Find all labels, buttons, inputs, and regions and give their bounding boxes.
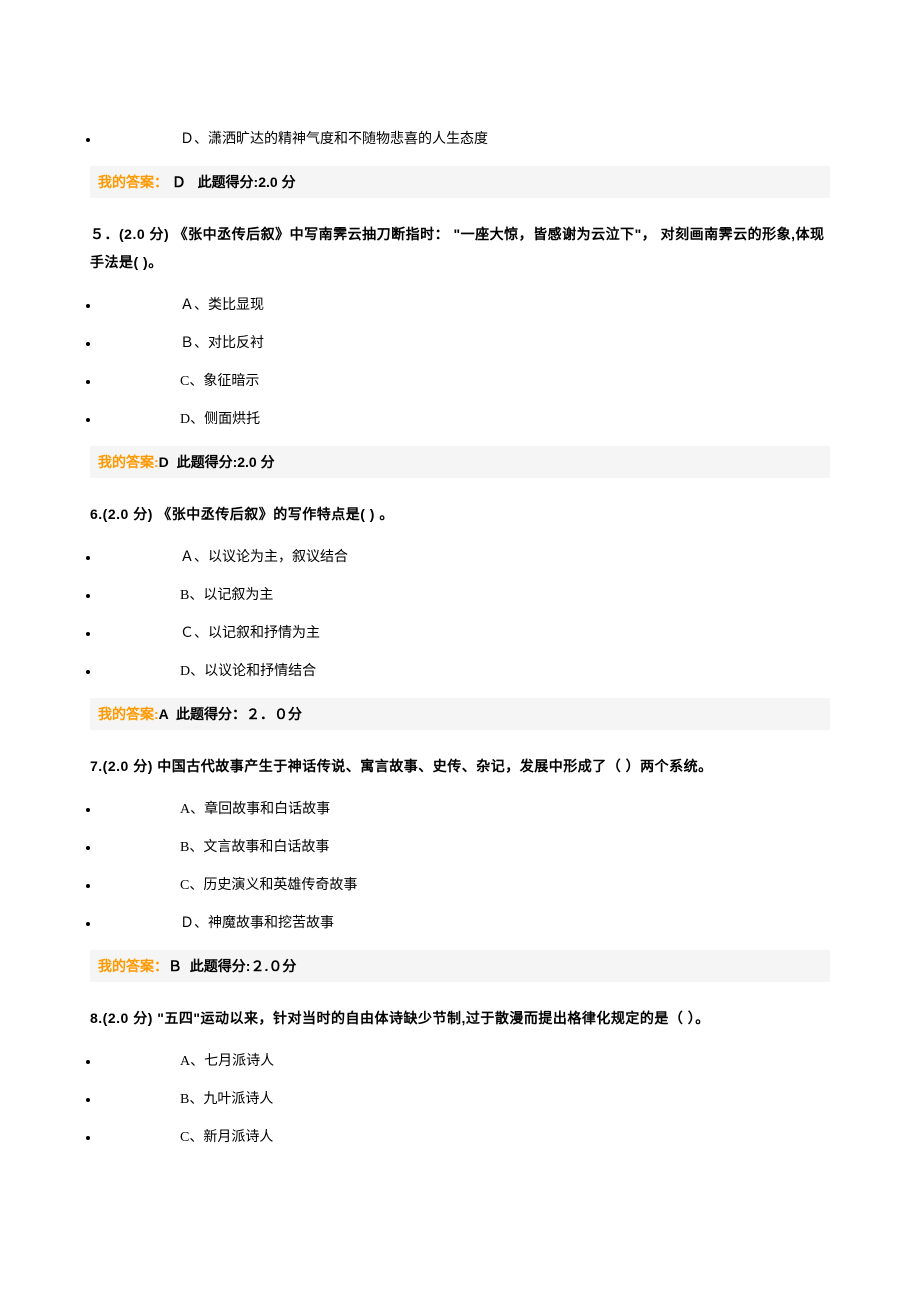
q7-option-list: A、章回故事和白话故事 B、文言故事和白话故事 C、历史演义和英雄传奇故事 Ｄ、… <box>90 798 830 932</box>
q5-option-b: Ｂ、对比反衬 <box>100 332 830 352</box>
q4-score-text: 此题得分:2.0 分 <box>198 174 296 190</box>
q8-option-a: A、七月派诗人 <box>100 1050 830 1070</box>
q6-score: 此题得分：２．０分 <box>176 706 302 722</box>
q6-option-d: D、以议论和抒情结合 <box>100 660 830 680</box>
q4-answer-value: Ｄ <box>172 174 186 190</box>
q7-text: 7.(2.0 分) 中国古代故事产生于神话传说、寓言故事、史传、杂记，发展中形成… <box>90 752 830 780</box>
q7-option-d: Ｄ、神魔故事和挖苦故事 <box>100 912 830 932</box>
q7-option-a: A、章回故事和白话故事 <box>100 798 830 818</box>
q4-option-d: Ｄ、潇洒旷达的精神气度和不随物悲喜的人生态度 <box>100 128 830 148</box>
q6-text: 6.(2.0 分) 《张中丞传后叙》的写作特点是( ) 。 <box>90 500 830 528</box>
q7-option-c: C、历史演义和英雄传奇故事 <box>100 874 830 894</box>
q8-option-c: C、新月派诗人 <box>100 1126 830 1146</box>
q5-option-a: Ａ、类比显现 <box>100 294 830 314</box>
q5-text: ５．(2.0 分) 《张中丞传后叙》中写南霁云抽刀断指时： "一座大惊，皆感谢为… <box>90 220 830 276</box>
q8-option-list: A、七月派诗人 B、九叶派诗人 C、新月派诗人 <box>90 1050 830 1146</box>
q6-option-a: Ａ、以议论为主，叙议结合 <box>100 546 830 566</box>
q7-option-b: B、文言故事和白话故事 <box>100 836 830 856</box>
q6-option-c: Ｃ、以记叙和抒情为主 <box>100 622 830 642</box>
document-page: Ｄ、潇洒旷达的精神气度和不随物悲喜的人生态度 我的答案： Ｄ 此题得分:2.0 … <box>0 0 920 1224</box>
answer-label: 我的答案: <box>98 454 159 470</box>
answer-label: 我的答案： <box>98 958 168 974</box>
q4-answer-bar: 我的答案： Ｄ 此题得分:2.0 分 <box>90 166 830 198</box>
q5-score: 此题得分:2.0 分 <box>177 454 275 470</box>
q7-score: 此题得分:２.０分 <box>190 958 297 974</box>
answer-label: 我的答案： <box>98 174 168 190</box>
q8-option-b: B、九叶派诗人 <box>100 1088 830 1108</box>
q6-option-list: Ａ、以议论为主，叙议结合 B、以记叙为主 Ｃ、以记叙和抒情为主 D、以议论和抒情… <box>90 546 830 680</box>
q5-option-c: C、象征暗示 <box>100 370 830 390</box>
q7-answer-bar: 我的答案：Ｂ 此题得分:２.０分 <box>90 950 830 982</box>
q6-answer-value: A <box>159 706 169 722</box>
answer-label: 我的答案: <box>98 706 159 722</box>
q5-option-d: D、侧面烘托 <box>100 408 830 428</box>
q4-option-list: Ｄ、潇洒旷达的精神气度和不随物悲喜的人生态度 <box>90 128 830 148</box>
q4-score <box>190 174 194 190</box>
q6-answer-bar: 我的答案:A 此题得分：２．０分 <box>90 698 830 730</box>
q6-option-b: B、以记叙为主 <box>100 584 830 604</box>
q5-answer-value: D <box>159 454 169 470</box>
q5-option-list: Ａ、类比显现 Ｂ、对比反衬 C、象征暗示 D、侧面烘托 <box>90 294 830 428</box>
q7-answer-value: Ｂ <box>168 958 182 974</box>
q5-answer-bar: 我的答案:D 此题得分:2.0 分 <box>90 446 830 478</box>
q8-text: 8.(2.0 分) "五四"运动以来，针对当时的自由体诗缺少节制,过于散漫而提出… <box>90 1004 830 1032</box>
